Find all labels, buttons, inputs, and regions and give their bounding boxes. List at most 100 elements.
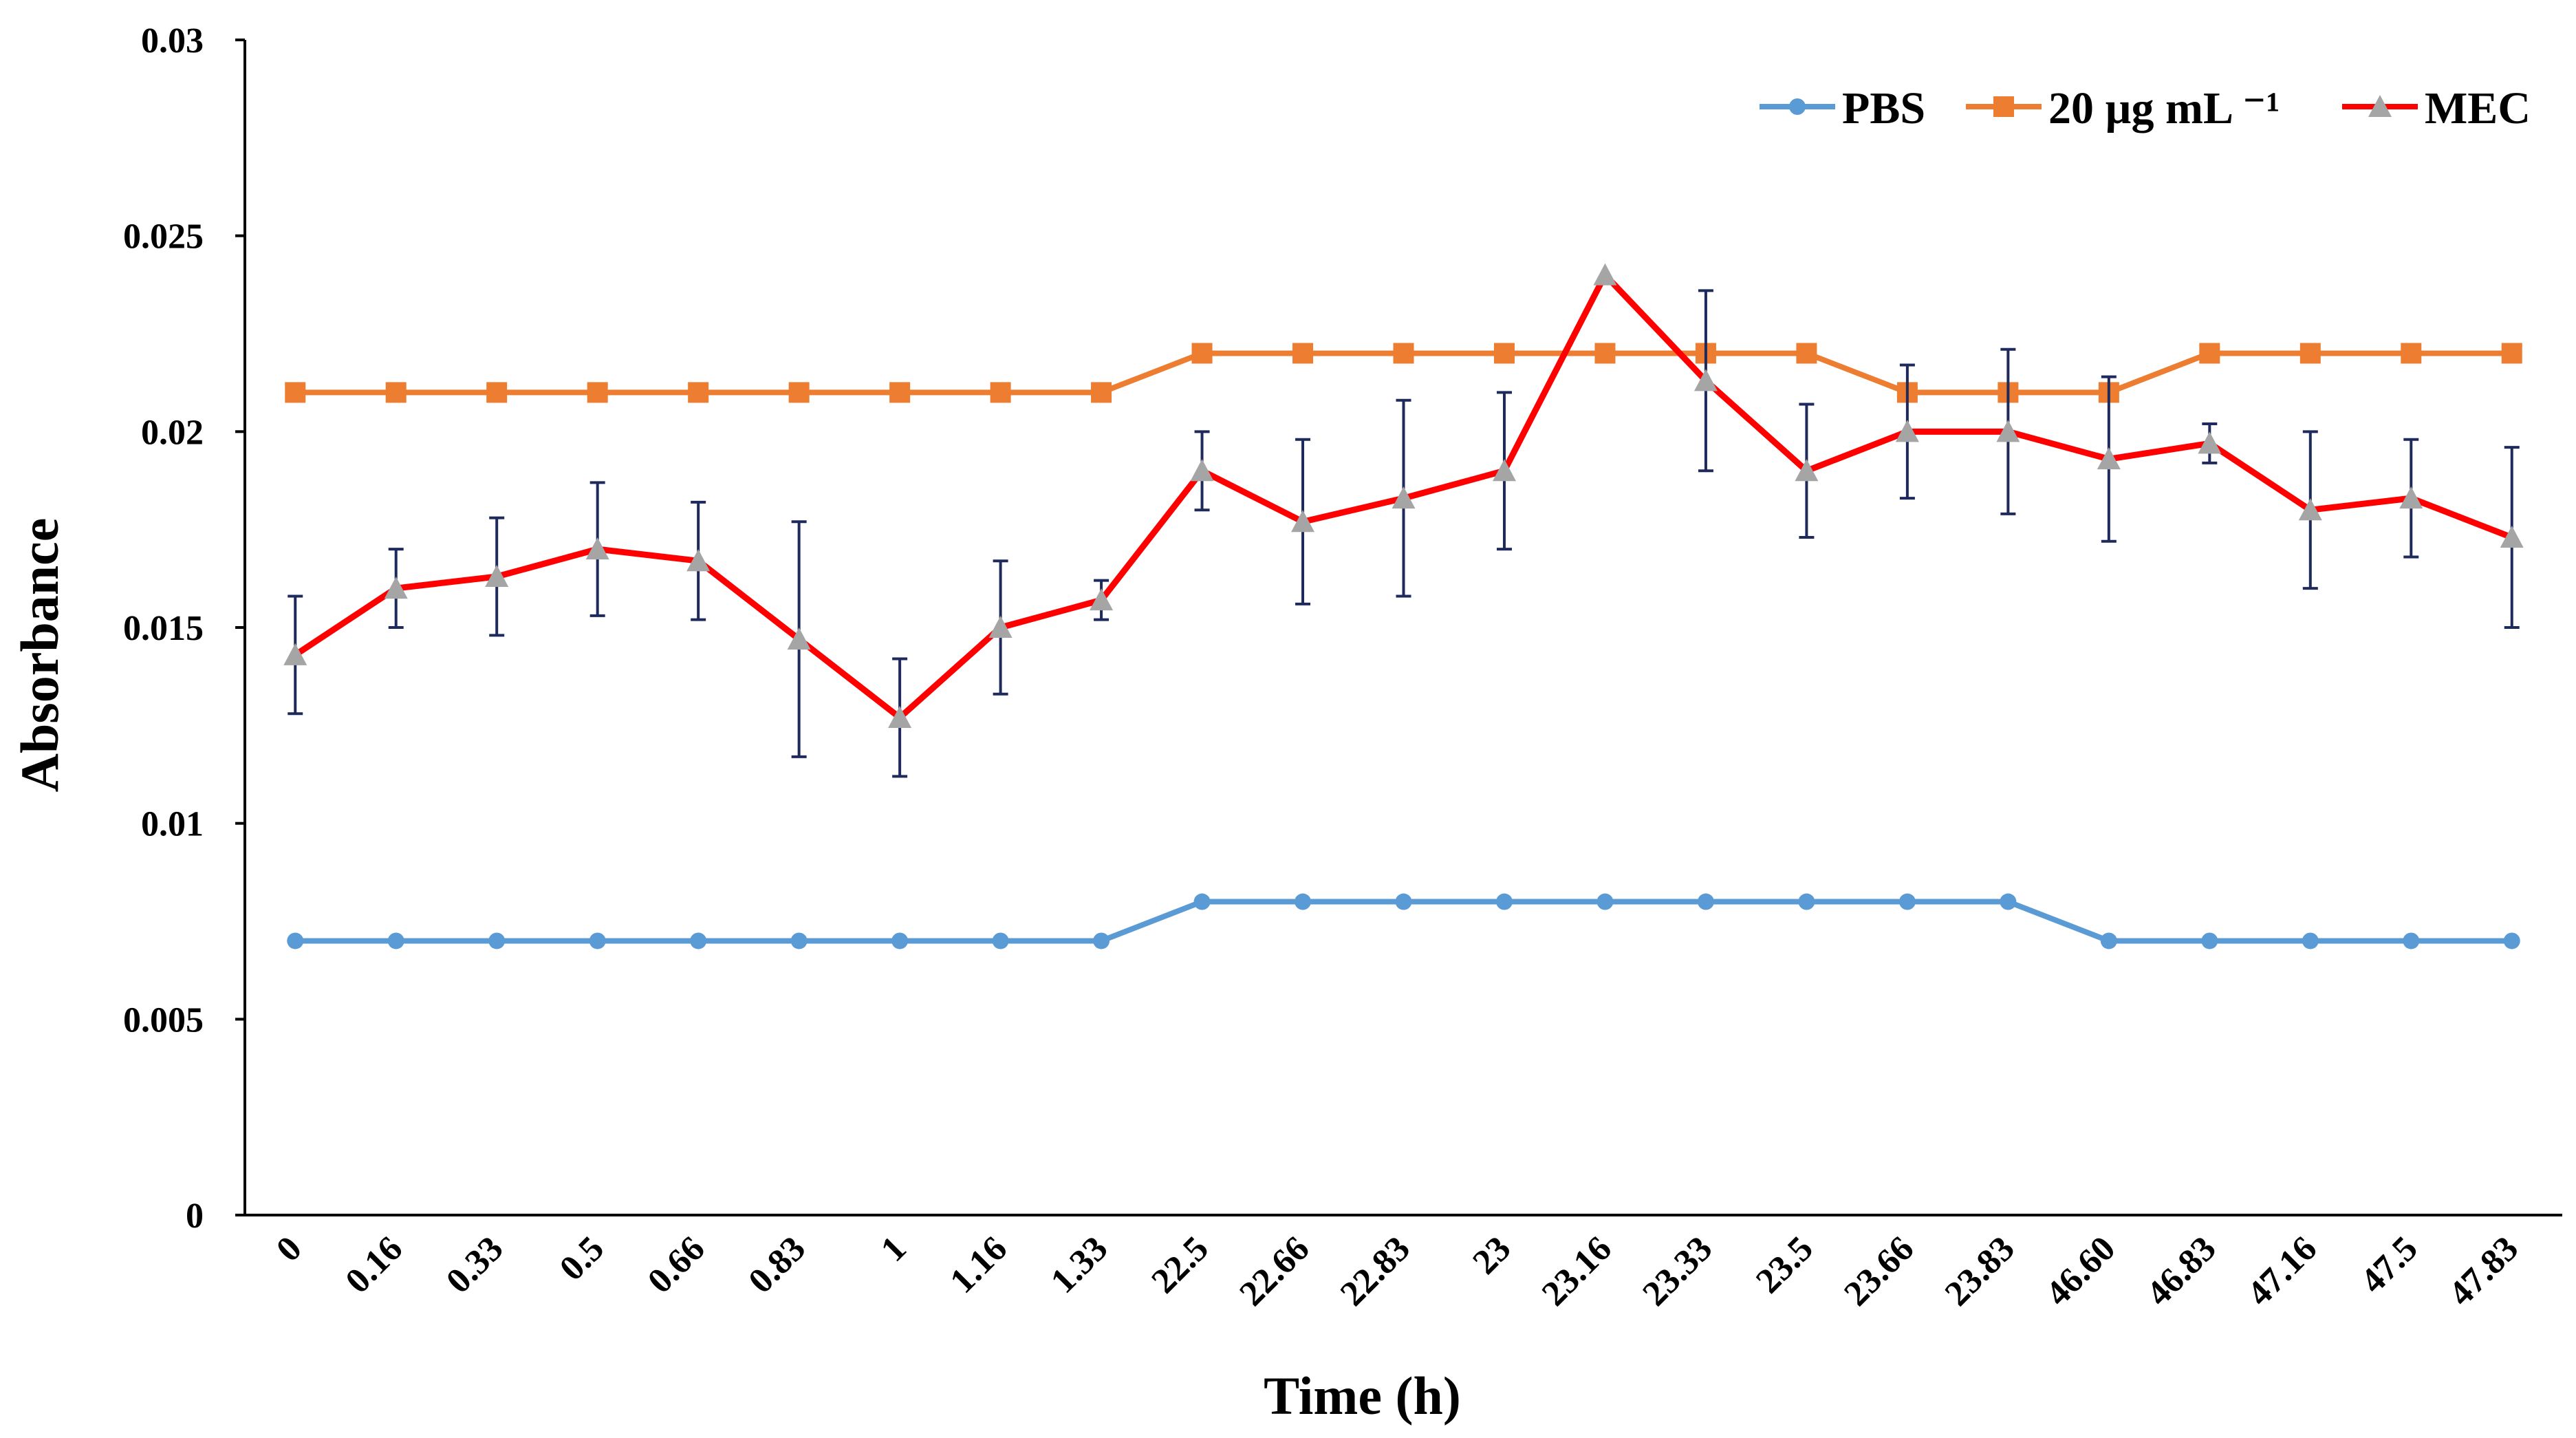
- data-point: [2501, 343, 2522, 364]
- data-point: [1895, 420, 1919, 442]
- data-point: [2403, 932, 2420, 949]
- x-tick-label: 22.66: [1232, 1229, 1317, 1313]
- x-tick-label: 23.83: [1938, 1229, 2022, 1313]
- y-axis-ticks: 0 0.005 0.01 0.015 0.02 0.025 0.03: [123, 21, 245, 1236]
- data-point: [2399, 486, 2423, 509]
- x-tick-label: 23.5: [1749, 1229, 1821, 1301]
- data-point: [888, 705, 912, 728]
- x-tick-label: 1: [874, 1229, 914, 1269]
- legend-label: 20 µg mL ⁻¹: [2048, 83, 2280, 133]
- data-point: [1493, 343, 1515, 364]
- data-point: [1193, 893, 1211, 910]
- data-point: [1295, 893, 1312, 910]
- x-tick-label: 22.83: [1333, 1229, 1418, 1313]
- x-axis-title: Time (h): [1264, 1366, 1461, 1426]
- data-point: [2198, 431, 2222, 454]
- data-point: [2097, 447, 2121, 470]
- data-point: [787, 627, 811, 650]
- data-point: [387, 932, 404, 949]
- y-tick-label: 0.01: [141, 805, 204, 844]
- legend-marker: [1993, 96, 2014, 117]
- x-tick-label: 46.83: [2139, 1229, 2224, 1313]
- x-tick-label: 0.33: [439, 1229, 511, 1301]
- data-point: [2299, 343, 2321, 364]
- data-point: [990, 382, 1011, 403]
- data-point: [2503, 932, 2520, 949]
- data-point: [1593, 263, 1617, 286]
- x-tick-label: 23: [1465, 1229, 1518, 1282]
- data-point: [384, 577, 408, 599]
- x-tick-label: 47.16: [2240, 1229, 2324, 1313]
- data-point: [2201, 932, 2218, 949]
- y-axis-title: Absorbance: [10, 518, 69, 793]
- x-tick-label: 1.16: [942, 1229, 1015, 1301]
- data-point: [1594, 343, 1616, 364]
- data-point: [385, 382, 407, 403]
- data-point: [1796, 343, 1817, 364]
- data-point: [2302, 932, 2319, 949]
- legend-item: MEC: [2342, 83, 2531, 133]
- data-point: [589, 932, 606, 949]
- legend-item: 20 µg mL ⁻¹: [1966, 83, 2280, 133]
- data-point: [1292, 343, 1314, 364]
- legend: PBS 20 µg mL ⁻¹ MEC: [1760, 83, 2531, 133]
- data-point: [690, 932, 707, 949]
- data-point: [2401, 343, 2422, 364]
- x-tick-label: 46.60: [2038, 1229, 2123, 1313]
- x-tick-label: 23.16: [1535, 1229, 1619, 1313]
- series-layer: [283, 263, 2524, 949]
- data-point: [1492, 459, 1516, 482]
- data-point: [1291, 510, 1315, 533]
- x-tick-label: 47.83: [2441, 1229, 2526, 1313]
- data-point: [2500, 526, 2524, 548]
- x-tick-label: 0.5: [552, 1229, 611, 1288]
- data-point: [1090, 588, 1114, 611]
- data-point: [488, 932, 506, 949]
- data-point: [889, 382, 911, 403]
- data-point: [992, 932, 1009, 949]
- x-tick-label: 0: [269, 1229, 310, 1269]
- data-point: [1697, 893, 1714, 910]
- data-point: [587, 382, 608, 403]
- data-point: [1091, 382, 1112, 403]
- data-point: [891, 932, 909, 949]
- data-point: [686, 549, 711, 572]
- data-point: [1395, 893, 1412, 910]
- data-point: [1495, 893, 1513, 910]
- legend-marker: [1789, 98, 1806, 115]
- data-point: [285, 382, 306, 403]
- x-tick-label: 1.33: [1043, 1229, 1116, 1301]
- data-point: [688, 382, 709, 403]
- x-tick-label: 22.5: [1144, 1229, 1216, 1301]
- x-axis-ticks: 0 0.16 0.33 0.5 0.66 0.83 1 1.16 1.33 22.5 22.66 22…: [269, 1229, 2526, 1313]
- data-point: [1190, 459, 1214, 482]
- data-point: [988, 616, 1013, 638]
- x-tick-label: 23.66: [1837, 1229, 1921, 1313]
- y-tick-label: 0.015: [123, 609, 204, 648]
- y-tick-label: 0.03: [141, 21, 204, 61]
- data-point: [2298, 498, 2322, 521]
- data-point: [486, 382, 508, 403]
- x-tick-label: 47.5: [2353, 1229, 2425, 1301]
- data-point: [1693, 369, 1718, 391]
- data-point: [1393, 343, 1414, 364]
- data-point: [1795, 459, 1819, 482]
- data-point: [1798, 893, 1815, 910]
- data-point: [1093, 932, 1110, 949]
- y-tick-label: 0.005: [123, 1000, 204, 1040]
- x-tick-label: 0.16: [338, 1229, 411, 1301]
- series-mec: [283, 263, 2524, 778]
- data-point: [2100, 932, 2117, 949]
- data-point: [1996, 420, 2020, 442]
- x-tick-label: 0.66: [640, 1229, 713, 1301]
- y-tick-label: 0: [186, 1196, 204, 1236]
- x-tick-label: 0.83: [741, 1229, 813, 1301]
- x-tick-label: 23.33: [1635, 1229, 1720, 1313]
- data-point: [1597, 893, 1614, 910]
- data-point: [283, 643, 307, 665]
- legend-marker: [2368, 95, 2392, 117]
- series-pbs: [287, 893, 2520, 949]
- y-tick-label: 0.025: [123, 217, 204, 257]
- legend-label: PBS: [1842, 83, 1925, 133]
